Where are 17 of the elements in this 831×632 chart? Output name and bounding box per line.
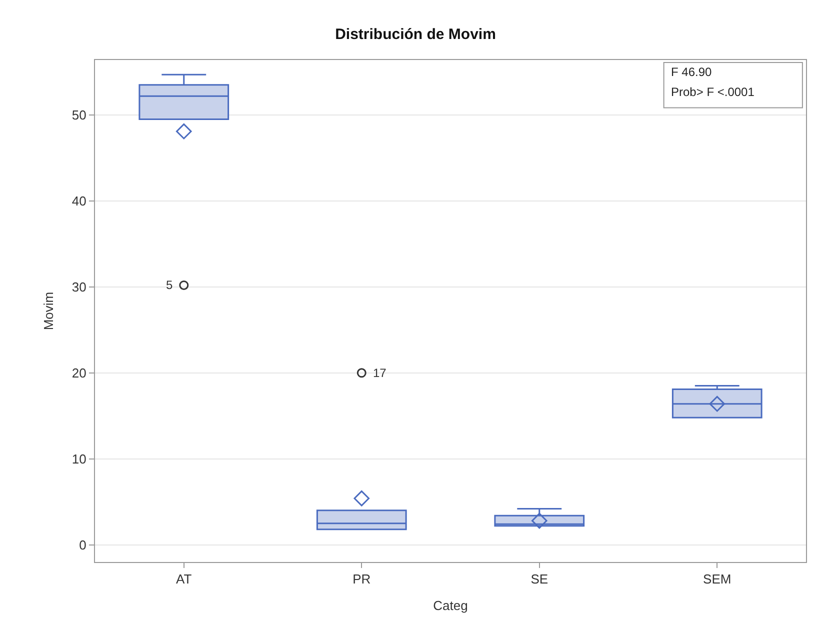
x-tick-label: SEM xyxy=(703,572,732,587)
chart-title: Distribución de Movim xyxy=(335,26,496,43)
x-tick-label: PR xyxy=(352,572,371,587)
x-tick-label: AT xyxy=(176,572,192,587)
annotation: 17 xyxy=(373,366,387,380)
annotation: F 46.90 xyxy=(671,65,712,79)
y-tick-label: 50 xyxy=(72,108,86,123)
y-tick-label: 30 xyxy=(72,279,86,294)
y-tick-label: 20 xyxy=(72,365,86,380)
x-tick-label: SE xyxy=(530,572,548,587)
y-tick-label: 40 xyxy=(72,194,86,209)
y-tick-label: 0 xyxy=(79,537,86,552)
annotation: Prob> F <.0001 xyxy=(671,85,755,99)
annotation: 5 xyxy=(166,278,173,292)
x-axis-title: Categ xyxy=(433,598,468,614)
y-axis-title: Movim xyxy=(40,292,56,330)
y-tick-label: 10 xyxy=(72,451,86,466)
